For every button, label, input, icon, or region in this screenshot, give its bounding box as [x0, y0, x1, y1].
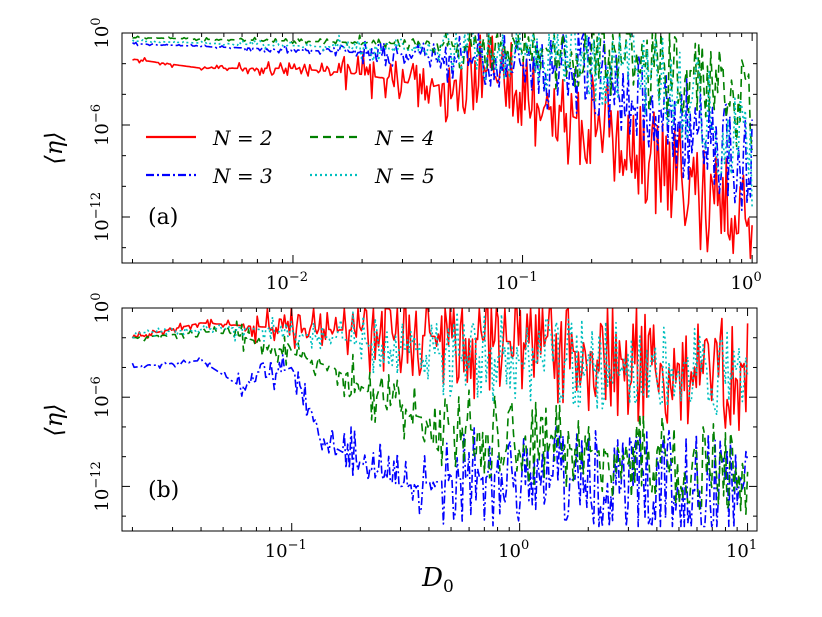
x-tick-label: 100 [731, 270, 762, 294]
series-line-n4 [132, 320, 749, 516]
series-line-n3 [132, 33, 753, 211]
panel-a-ticks: 10−2 10−1 100 100 10−6 10−12 [89, 17, 762, 294]
y-tick-label: 10−6 [89, 376, 113, 418]
y-tick-label: 10−12 [89, 461, 113, 511]
x-tick-exponent: 0 [521, 538, 529, 553]
panel-a-ylabel: ⟨η⟩ [40, 131, 68, 164]
panel-b-ylabel: ⟨η⟩ [40, 403, 68, 436]
x-tick-label: 101 [726, 538, 757, 562]
series-line-n2 [131, 308, 749, 432]
legend-label-n3: N = 3 [212, 164, 273, 188]
y-tick-exponent: 0 [89, 292, 104, 300]
panel-b-label: (b) [148, 478, 179, 503]
panel-b-xlabel: D0 [421, 563, 454, 597]
panel-a-label: (a) [148, 205, 178, 230]
legend-label-n5: N = 5 [374, 164, 435, 188]
panel-a: 10−2 10−1 100 100 10−6 10−12 (a) ⟨η⟩ N = 2 N … [40, 17, 762, 294]
y-tick-label: 10−6 [89, 104, 113, 146]
xlabel-subscript: 0 [443, 577, 454, 597]
legend-label-n4: N = 4 [374, 126, 435, 150]
y-tick-label: 100 [89, 17, 113, 48]
legend-label-n2: N = 2 [212, 126, 273, 150]
x-tick-exponent: 1 [749, 538, 757, 553]
x-tick-exponent: 0 [753, 270, 761, 285]
y-tick-exponent: −12 [89, 192, 104, 219]
series-line-n5 [132, 311, 749, 416]
panel-b-frame [121, 307, 758, 532]
x-tick-label: 10−2 [266, 270, 308, 294]
y-tick-exponent: −12 [89, 461, 104, 488]
series-line-n2 [132, 34, 753, 260]
x-tick-exponent: −1 [288, 538, 307, 553]
x-tick-exponent: −2 [289, 270, 308, 285]
series-line-n4 [132, 33, 753, 151]
x-tick-label: 10−1 [265, 538, 307, 562]
panel-b-series [131, 308, 749, 528]
y-tick-label: 10−12 [89, 192, 113, 242]
panel-a-frame [121, 32, 758, 264]
series-line-n3 [131, 354, 749, 528]
x-tick-label: 100 [498, 538, 529, 562]
y-tick-exponent: −6 [89, 104, 104, 123]
x-tick-label: 10−1 [496, 270, 538, 294]
y-tick-exponent: 0 [89, 17, 104, 25]
y-tick-label: 100 [89, 292, 113, 323]
x-tick-exponent: −1 [518, 270, 537, 285]
legend: N = 2 N = 3 N = 4 N = 5 [146, 126, 435, 188]
xlabel-main: D [421, 563, 443, 593]
y-tick-exponent: −6 [89, 376, 104, 395]
panel-a-series [131, 33, 753, 260]
